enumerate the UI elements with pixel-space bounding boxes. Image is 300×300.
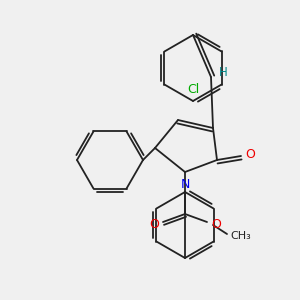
Text: O: O <box>149 218 159 230</box>
Text: H: H <box>219 67 228 80</box>
Text: O: O <box>245 148 255 160</box>
Text: CH₃: CH₃ <box>230 231 251 241</box>
Text: Cl: Cl <box>187 83 199 96</box>
Text: O: O <box>211 218 221 230</box>
Text: N: N <box>180 178 190 191</box>
